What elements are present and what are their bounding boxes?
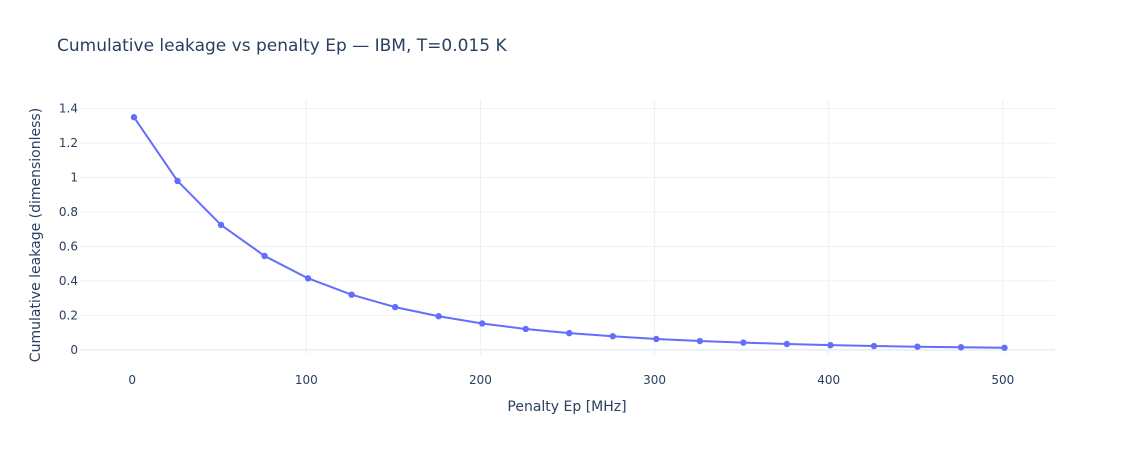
y-tick-label: 0.2 <box>59 308 78 322</box>
x-axis-title: Penalty Ep [MHz] <box>507 399 626 415</box>
x-tick-label: 500 <box>991 373 1014 387</box>
grid <box>80 100 1055 355</box>
y-tick-label: 1.4 <box>59 102 78 116</box>
data-point <box>957 344 965 351</box>
data-point <box>914 343 921 350</box>
data-point <box>783 340 791 348</box>
data-point <box>696 337 704 345</box>
x-tick-label: 100 <box>295 373 318 387</box>
data-point <box>478 320 486 327</box>
y-tick-label: 1.2 <box>59 136 78 150</box>
x-tick-label: 300 <box>643 373 666 387</box>
data-point <box>304 275 312 282</box>
data-point <box>653 335 660 343</box>
data-point <box>435 313 442 320</box>
y-axis-title: Cumulative leakage (dimensionless) <box>28 108 44 362</box>
y-tick-label: 0.6 <box>59 239 78 253</box>
data-point <box>609 333 616 340</box>
tick-labels: 0 100 200 300 400 500 0 0.2 0.4 0.6 0.8 1 1.2 1.4 <box>59 102 1014 387</box>
data-point <box>217 221 225 229</box>
data-point <box>261 252 268 260</box>
x-tick-label: 200 <box>469 373 492 387</box>
data-point <box>522 325 529 333</box>
chart-title: Cumulative leakage vs penalty Ep — IBM, … <box>57 36 507 56</box>
data-point <box>827 341 834 349</box>
x-tick-label: 0 <box>128 373 136 387</box>
data-point <box>740 339 747 346</box>
y-tick-label: 0.8 <box>59 205 78 219</box>
data-point <box>1001 344 1008 351</box>
y-tick-label: 1 <box>70 171 78 185</box>
series-layer <box>130 114 1008 351</box>
x-tick-label: 400 <box>817 373 840 387</box>
data-point <box>348 291 355 298</box>
data-point <box>566 329 573 337</box>
data-point <box>870 342 878 350</box>
y-tick-label: 0.4 <box>59 274 78 288</box>
y-tick-label: 0 <box>70 343 78 357</box>
data-point <box>130 114 138 121</box>
data-point <box>174 177 181 185</box>
data-point <box>391 303 399 311</box>
